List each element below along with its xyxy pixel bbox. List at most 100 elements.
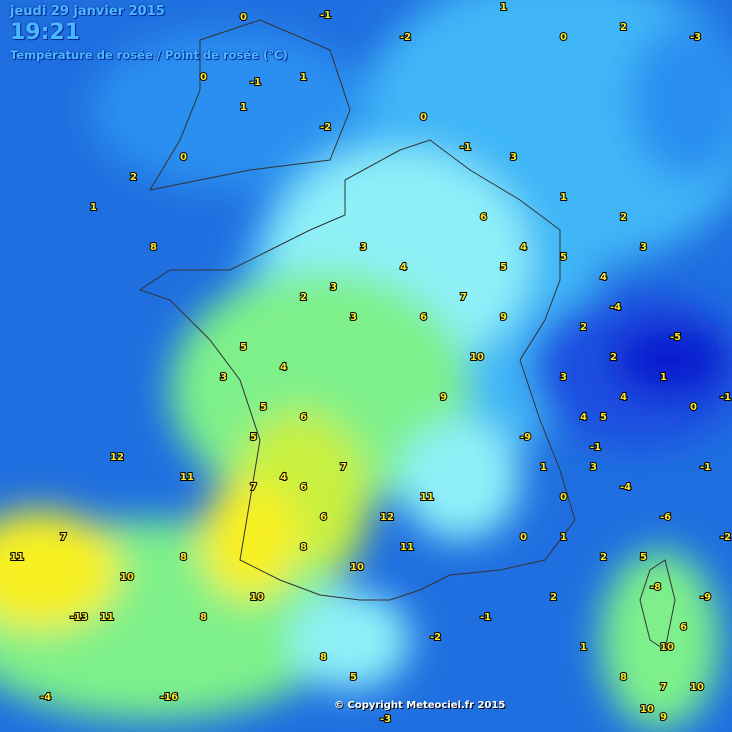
station-value: -5	[670, 332, 681, 343]
station-value: 3	[220, 372, 227, 383]
station-value: 6	[300, 482, 307, 493]
station-value: 10	[640, 704, 654, 715]
station-value: 3	[510, 152, 517, 163]
station-value: 4	[580, 412, 587, 423]
station-value: 11	[10, 552, 24, 563]
station-value: 6	[680, 622, 687, 633]
france-border	[138, 139, 576, 601]
station-value: 0	[560, 492, 567, 503]
station-value: 6	[300, 412, 307, 423]
station-value: 8	[620, 672, 627, 683]
station-value: 7	[460, 292, 467, 303]
uk-border	[148, 19, 351, 191]
station-value: 1	[540, 462, 547, 473]
station-value: 1	[560, 192, 567, 203]
station-value: -1	[700, 462, 711, 473]
station-value: 0	[560, 32, 567, 43]
station-value: 2	[620, 22, 627, 33]
station-value: 1	[560, 532, 567, 543]
station-value: -2	[430, 632, 441, 643]
station-value: 5	[640, 552, 647, 563]
station-value: 4	[600, 272, 607, 283]
station-value: -13	[70, 612, 88, 623]
station-value: 11	[420, 492, 434, 503]
station-value: 11	[100, 612, 114, 623]
station-value: 6	[320, 512, 327, 523]
station-value: 8	[150, 242, 157, 253]
station-value: -8	[650, 582, 661, 593]
station-value: 4	[400, 262, 407, 273]
station-value: 4	[280, 472, 287, 483]
station-value: 1	[90, 202, 97, 213]
station-value: 3	[640, 242, 647, 253]
station-value: 5	[500, 262, 507, 273]
station-value: -2	[400, 32, 411, 43]
station-value: 7	[660, 682, 667, 693]
station-value: 6	[480, 212, 487, 223]
map-time: 19:21	[10, 20, 81, 45]
station-value: 0	[420, 112, 427, 123]
station-value: 10	[660, 642, 674, 653]
station-value: 1	[660, 372, 667, 383]
station-value: 7	[250, 482, 257, 493]
station-value: 10	[250, 592, 264, 603]
station-value: -1	[480, 612, 491, 623]
station-value: 3	[350, 312, 357, 323]
station-value: 2	[550, 592, 557, 603]
station-value: 2	[580, 322, 587, 333]
station-value: 3	[360, 242, 367, 253]
station-value: 2	[610, 352, 617, 363]
station-value: 9	[440, 392, 447, 403]
station-value: 0	[200, 72, 207, 83]
station-value: 0	[690, 402, 697, 413]
station-value: -4	[620, 482, 631, 493]
station-value: 5	[240, 342, 247, 353]
station-value: 6	[420, 312, 427, 323]
station-value: -4	[610, 302, 621, 313]
station-value: 1	[300, 72, 307, 83]
station-value: 10	[690, 682, 704, 693]
station-value: -3	[690, 32, 701, 43]
station-value: 10	[120, 572, 134, 583]
station-value: 10	[350, 562, 364, 573]
station-value: 0	[180, 152, 187, 163]
station-value: 0	[520, 532, 527, 543]
station-value: -1	[320, 10, 331, 21]
corsica-border	[639, 559, 676, 651]
station-value: 9	[660, 712, 667, 723]
station-value: 5	[350, 672, 357, 683]
station-value: -1	[460, 142, 471, 153]
station-value: 5	[260, 402, 267, 413]
station-value: -1	[250, 77, 261, 88]
station-value: 10	[470, 352, 484, 363]
station-value: -9	[520, 432, 531, 443]
station-value: 2	[620, 212, 627, 223]
station-value: 3	[330, 282, 337, 293]
station-value: 1	[580, 642, 587, 653]
station-value: 0	[240, 12, 247, 23]
station-value: 4	[280, 362, 287, 373]
station-value: -9	[700, 592, 711, 603]
station-value: -6	[660, 512, 671, 523]
station-value: 8	[200, 612, 207, 623]
station-value: 8	[300, 542, 307, 553]
station-value: 5	[250, 432, 257, 443]
station-value: -2	[320, 122, 331, 133]
station-value: 5	[600, 412, 607, 423]
station-value: -4	[40, 692, 51, 703]
station-value: 7	[340, 462, 347, 473]
map-subtitle: Température de rosée / Point de rosée (°…	[10, 48, 288, 62]
station-value: 8	[180, 552, 187, 563]
station-value: 2	[600, 552, 607, 563]
station-value: 11	[400, 542, 414, 553]
station-value: 2	[130, 172, 137, 183]
station-value: 3	[590, 462, 597, 473]
copyright: © Copyright Meteociel.fr 2015	[334, 700, 506, 711]
station-value: 4	[520, 242, 527, 253]
map-date: jeudi 29 janvier 2015	[10, 4, 165, 19]
station-value: -1	[590, 442, 601, 453]
station-value: 7	[60, 532, 67, 543]
